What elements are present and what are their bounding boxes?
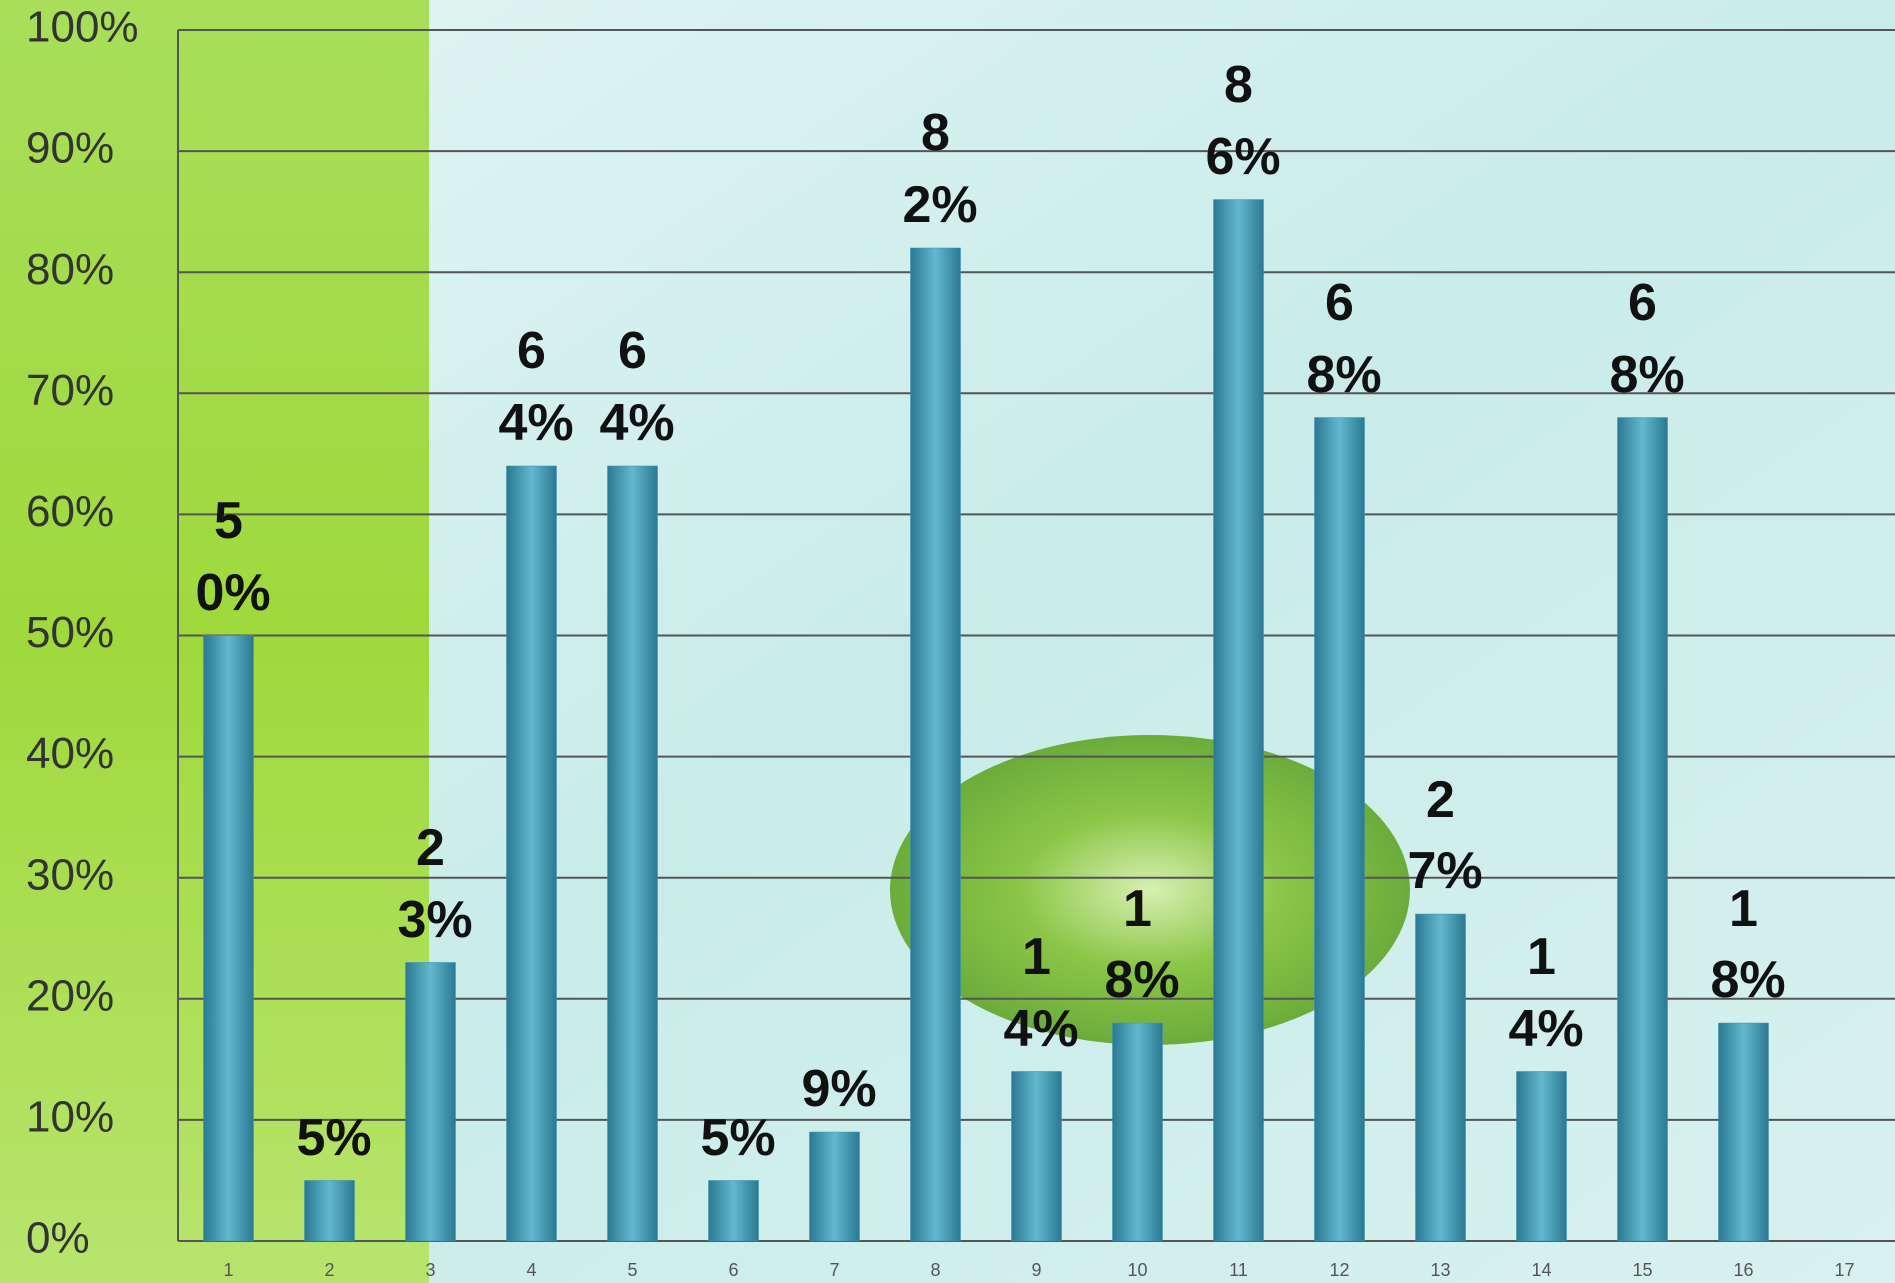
x-tick-label: 1 <box>223 1260 233 1280</box>
value-label: 68% <box>1306 274 1382 404</box>
x-tick-label: 3 <box>425 1260 435 1280</box>
bar <box>1718 1022 1769 1242</box>
bar <box>708 1180 759 1242</box>
bar <box>1516 1071 1567 1242</box>
bar <box>1112 1022 1163 1242</box>
grid <box>177 29 1895 1242</box>
bar <box>1011 1071 1062 1242</box>
x-tick-label: 6 <box>728 1260 738 1280</box>
x-tick-label: 10 <box>1127 1260 1147 1280</box>
bar <box>607 465 658 1242</box>
x-tick-label: 7 <box>829 1260 839 1280</box>
kiwi-decoration <box>890 735 1410 1045</box>
value-label: 86% <box>1205 56 1281 186</box>
y-tick-label: 0% <box>26 1214 90 1263</box>
value-label: 23% <box>397 818 473 949</box>
y-tick-label: 40% <box>26 729 114 778</box>
y-tick-label: 90% <box>26 124 114 173</box>
y-tick-label: 50% <box>26 608 114 657</box>
value-label: 82% <box>902 104 978 235</box>
x-tick-label: 2 <box>324 1260 334 1280</box>
value-label: 64% <box>599 322 675 453</box>
bar <box>405 962 456 1242</box>
value-label: 5% <box>296 1108 372 1167</box>
x-tick-label: 9 <box>1031 1260 1041 1280</box>
bars <box>203 199 1769 1242</box>
y-tick-label: 70% <box>26 366 114 415</box>
bar <box>506 465 557 1242</box>
bar <box>910 247 961 1242</box>
x-tick-label: 11 <box>1229 1260 1248 1280</box>
x-tick-label: 15 <box>1632 1260 1652 1280</box>
labels: 0%10%20%30%40%50%60%70%80%90%100%1 2 3 4 5 6 7… <box>26 3 1855 1280</box>
y-tick-label: 80% <box>26 245 114 294</box>
bar <box>304 1180 355 1242</box>
bar <box>203 635 254 1242</box>
value-label: 64% <box>498 322 574 453</box>
y-tick-label: 30% <box>26 850 114 899</box>
value-label: 50% <box>195 492 271 622</box>
bar <box>1314 417 1365 1242</box>
bar <box>809 1131 860 1242</box>
y-tick-label: 10% <box>26 1093 114 1142</box>
x-tick-label: 17 <box>1834 1260 1854 1280</box>
value-label: 9% <box>801 1060 877 1119</box>
value-label: 14% <box>1003 927 1079 1058</box>
value-label: 18% <box>1104 879 1180 1010</box>
bar <box>1213 199 1264 1242</box>
value-label: 14% <box>1508 927 1584 1058</box>
x-tick-label: 8 <box>930 1260 940 1280</box>
value-label: 5% <box>700 1108 776 1167</box>
x-tick-label: 14 <box>1531 1260 1551 1280</box>
x-tick-label: 5 <box>627 1260 637 1280</box>
bar <box>1617 417 1668 1242</box>
value-label: 18% <box>1710 879 1786 1010</box>
x-tick-label: 4 <box>526 1260 536 1280</box>
y-tick-label: 100% <box>26 3 139 52</box>
value-label: 27% <box>1407 770 1483 901</box>
x-tick-label: 16 <box>1733 1260 1753 1280</box>
x-tick-label: 12 <box>1329 1260 1349 1280</box>
y-tick-label: 20% <box>26 971 114 1020</box>
value-label: 68% <box>1609 274 1685 404</box>
x-tick-label: 13 <box>1430 1260 1450 1280</box>
bar <box>1415 913 1466 1242</box>
y-tick-label: 60% <box>26 487 114 536</box>
